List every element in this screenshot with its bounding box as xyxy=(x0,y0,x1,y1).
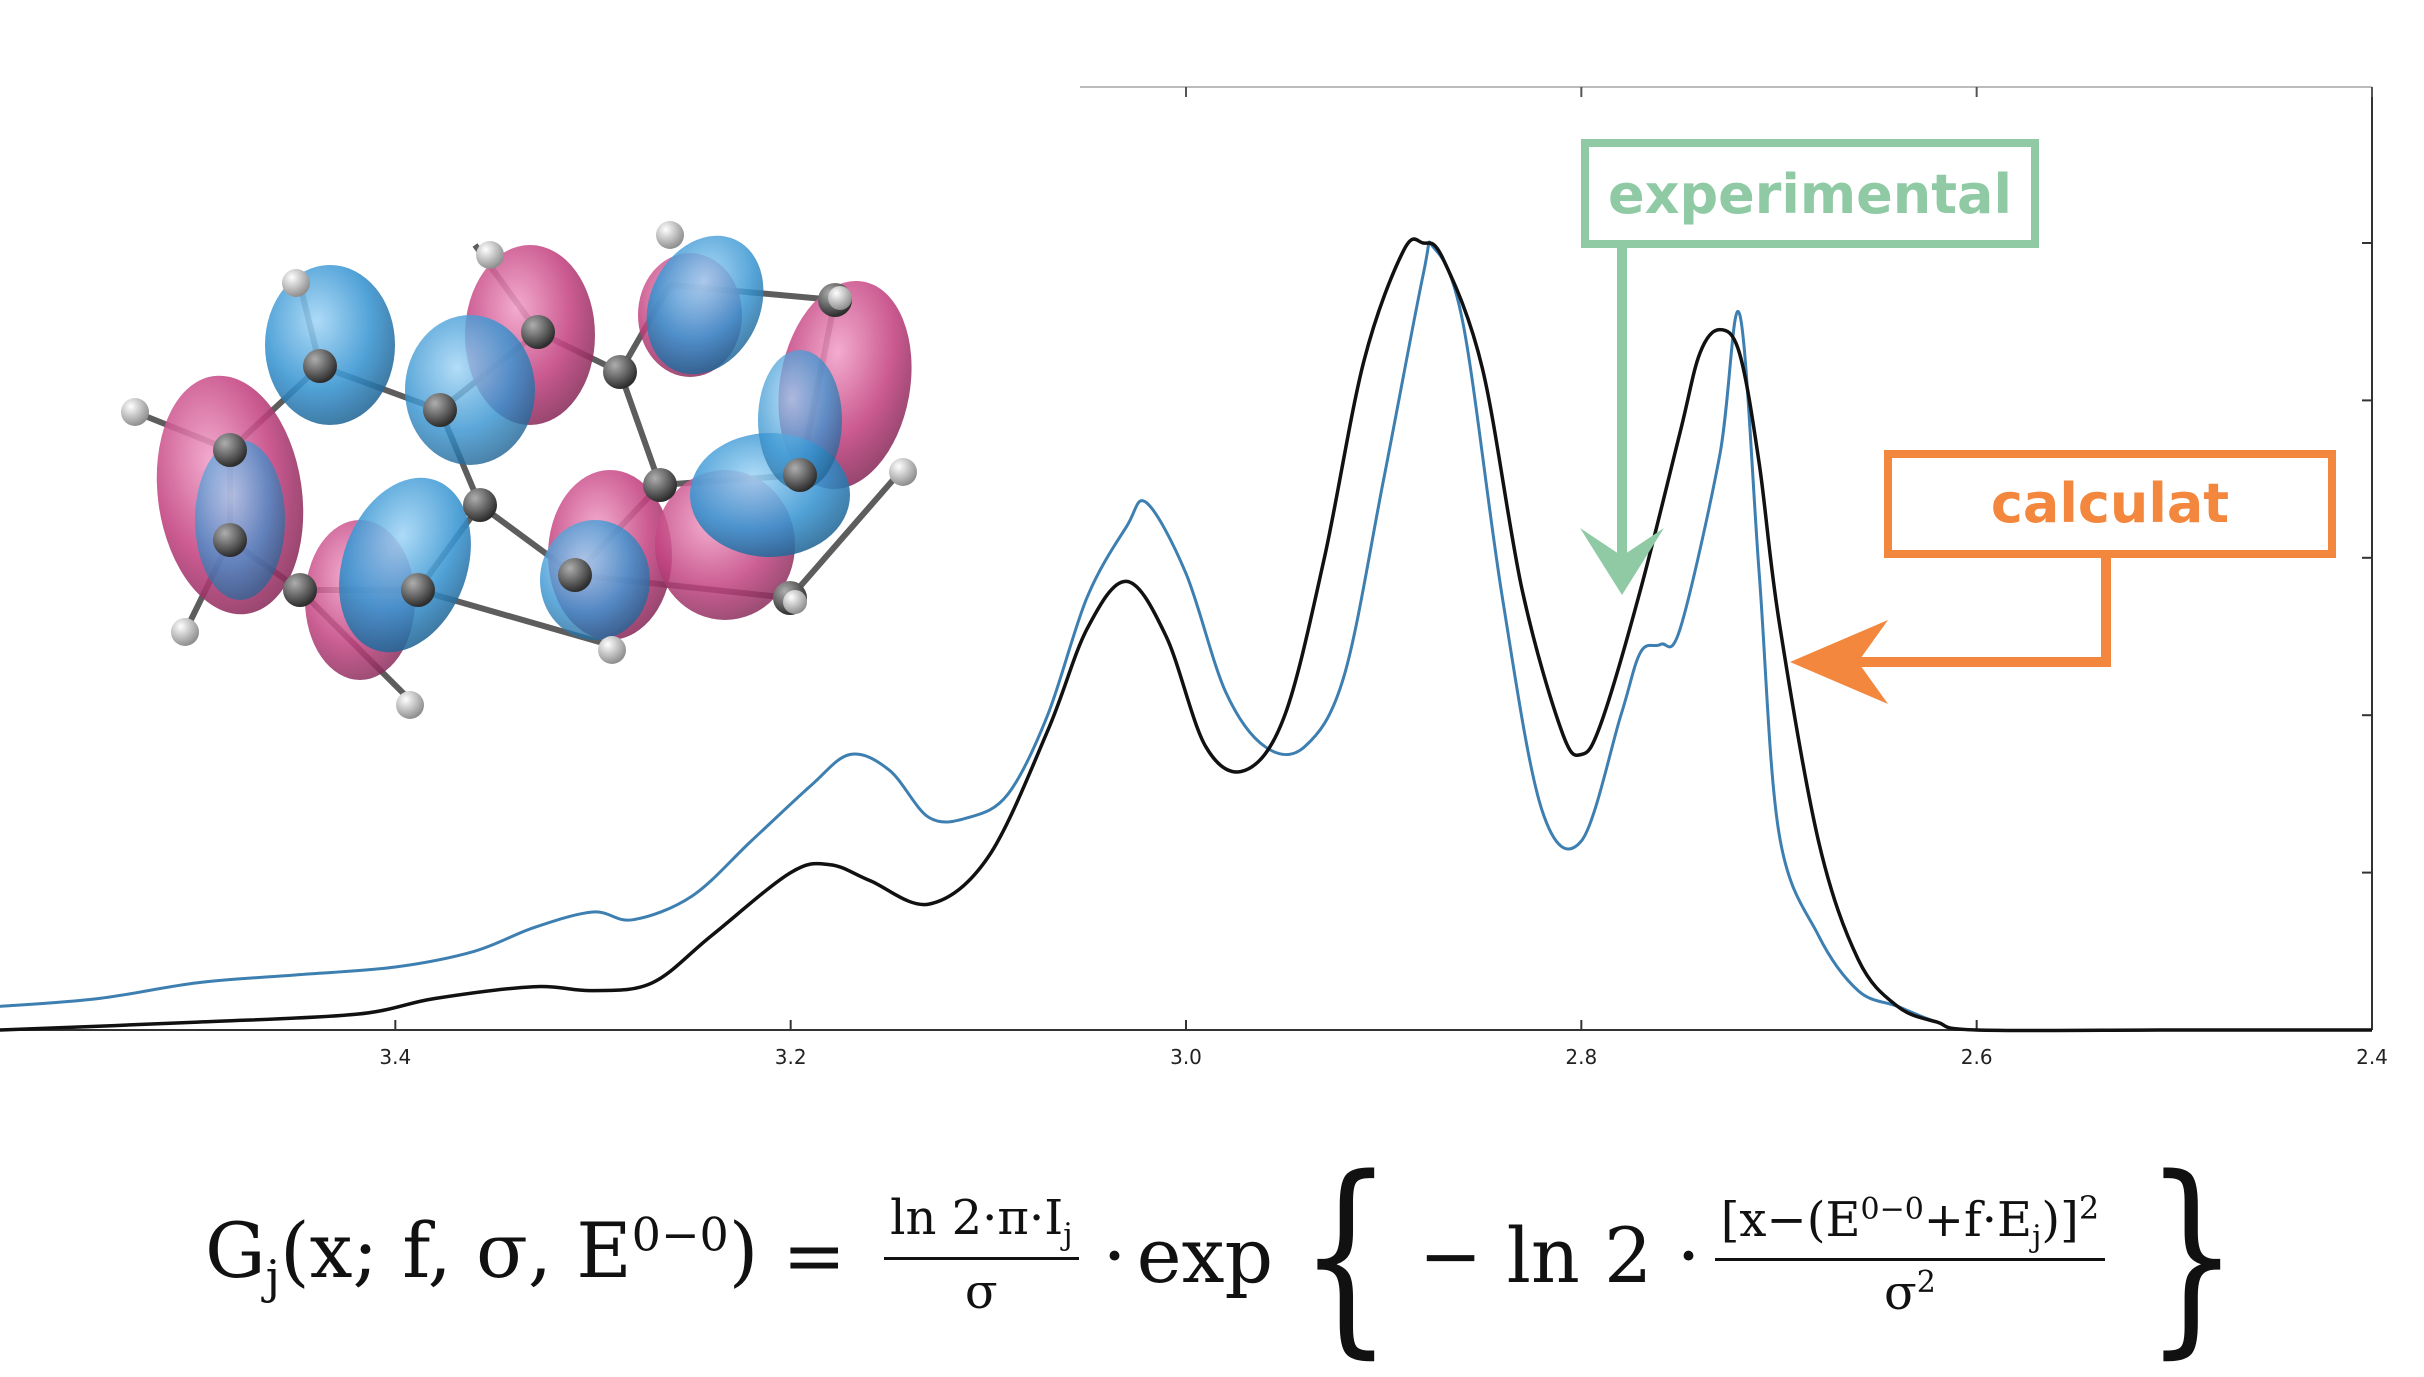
formula-exp: exp xyxy=(1136,1210,1274,1300)
x-tick-label: 2.8 xyxy=(1565,1045,1597,1069)
callout-calculat: calculat xyxy=(1790,450,2336,704)
plot-area: 3.4 3.2 3.0 2.8 2.6 2.4 xyxy=(0,86,2388,1069)
x-axis-ticks: 3.4 3.2 3.0 2.8 2.6 2.4 xyxy=(379,87,2388,1069)
callout-experimental-box xyxy=(1581,139,2039,248)
formula-left-brace: { xyxy=(1299,1132,1393,1377)
callout-experimental-arrowhead xyxy=(1580,528,1664,595)
formula-minus-ln2: − ln 2 · xyxy=(1418,1210,1701,1300)
series-line-calculat xyxy=(0,237,2372,1033)
callout-calculat-arrowhead xyxy=(1790,620,1888,704)
callout-calculat-box xyxy=(1884,450,2336,558)
molecular-orbital-illustration xyxy=(121,221,917,719)
formula-fraction-prefactor: ln 2·π·Ij σ xyxy=(884,1190,1079,1320)
callout-experimental-label: experimental xyxy=(1608,163,2012,226)
y-axis-ticks xyxy=(2362,242,2372,874)
formula-lhs: Gj(x; f, σ, E0−0) xyxy=(205,1205,759,1305)
x-tick-label: 3.2 xyxy=(775,1045,807,1069)
series-line-experimental xyxy=(0,240,2372,1033)
formula-dot: · xyxy=(1102,1210,1127,1300)
gaussian-formula: Gj(x; f, σ, E0−0) = ln 2·π·Ij σ · exp { … xyxy=(0,1090,2424,1360)
formula-right-brace: } xyxy=(2145,1132,2239,1377)
callout-calculat-label: calculat xyxy=(1991,472,2229,535)
x-tick-label: 3.4 xyxy=(379,1045,411,1069)
x-tick-label: 2.4 xyxy=(2356,1045,2388,1069)
callout-experimental: experimental xyxy=(1580,139,2039,595)
formula-equals: = xyxy=(782,1210,847,1300)
formula-fraction-exponent: [x−(E0−0+f·Ej)]2 σ2 xyxy=(1714,1189,2106,1321)
x-tick-label: 3.0 xyxy=(1170,1045,1202,1069)
callout-calculat-arrow-shaft xyxy=(1820,554,2111,667)
x-tick-label: 2.6 xyxy=(1961,1045,1993,1069)
